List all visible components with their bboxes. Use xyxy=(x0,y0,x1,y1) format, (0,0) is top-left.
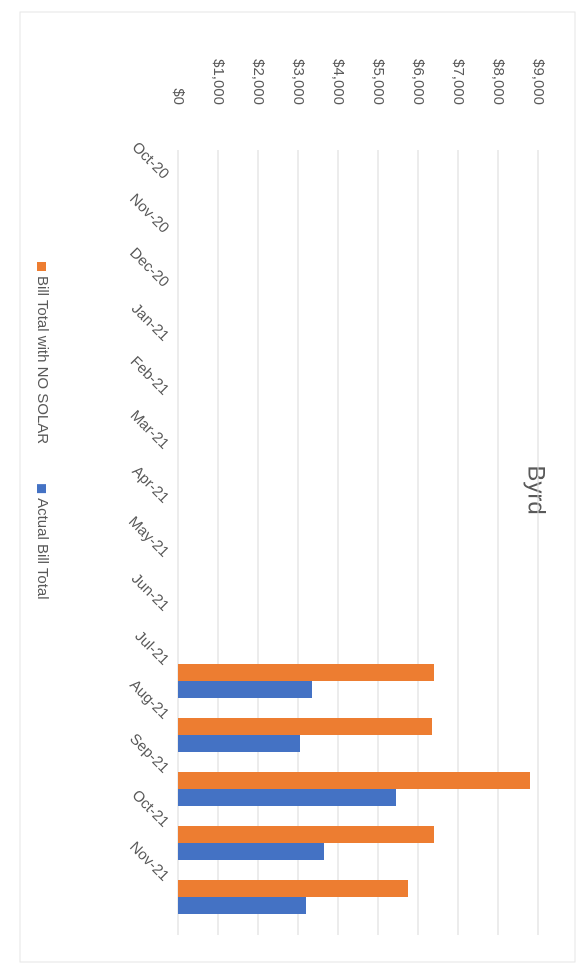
x-tick-label: Jul-21 xyxy=(131,628,172,669)
x-tick-label: Feb-21 xyxy=(127,353,173,399)
legend-label: Actual Bill Total xyxy=(34,498,51,599)
x-tick-label: Sep-21 xyxy=(126,730,172,776)
bar xyxy=(178,789,396,806)
y-tick-label: $7,000 xyxy=(450,59,467,105)
bar xyxy=(178,772,530,789)
y-tick-label: $9,000 xyxy=(530,59,547,105)
legend-swatch xyxy=(37,262,46,271)
bar xyxy=(178,735,300,752)
legend-swatch xyxy=(37,484,46,494)
y-tick-label: $6,000 xyxy=(410,59,427,105)
x-tick-label: Jun-21 xyxy=(128,570,172,614)
y-tick-label: $0 xyxy=(170,88,187,105)
bar xyxy=(178,880,408,897)
x-tick-label: Nov-20 xyxy=(126,190,172,236)
bar xyxy=(178,897,306,914)
bar xyxy=(178,843,324,860)
chart-frame xyxy=(19,11,576,963)
x-tick-label: Apr-21 xyxy=(129,463,173,507)
y-tick-label: $4,000 xyxy=(330,59,347,105)
x-tick-label: Oct-21 xyxy=(129,787,173,831)
y-tick-label: $5,000 xyxy=(370,59,387,105)
x-tick-label: Mar-21 xyxy=(127,407,173,453)
bar xyxy=(178,826,434,843)
x-tick-label: Aug-21 xyxy=(126,676,172,722)
y-tick-label: $8,000 xyxy=(490,59,507,105)
chart-title: Byrd xyxy=(523,465,550,514)
x-tick-label: Oct-20 xyxy=(129,139,173,183)
bar xyxy=(178,718,432,735)
legend-label: Bill Total with NO SOLAR xyxy=(34,276,51,444)
bar xyxy=(178,664,434,681)
y-tick-label: $2,000 xyxy=(250,59,267,105)
y-tick-label: $1,000 xyxy=(210,59,227,105)
x-tick-label: Nov-21 xyxy=(126,838,172,884)
bar xyxy=(178,681,312,698)
x-tick-label: May-21 xyxy=(125,513,172,560)
x-tick-label: Dec-20 xyxy=(126,244,172,290)
y-tick-label: $3,000 xyxy=(290,59,307,105)
x-tick-label: Jan-21 xyxy=(128,300,172,344)
